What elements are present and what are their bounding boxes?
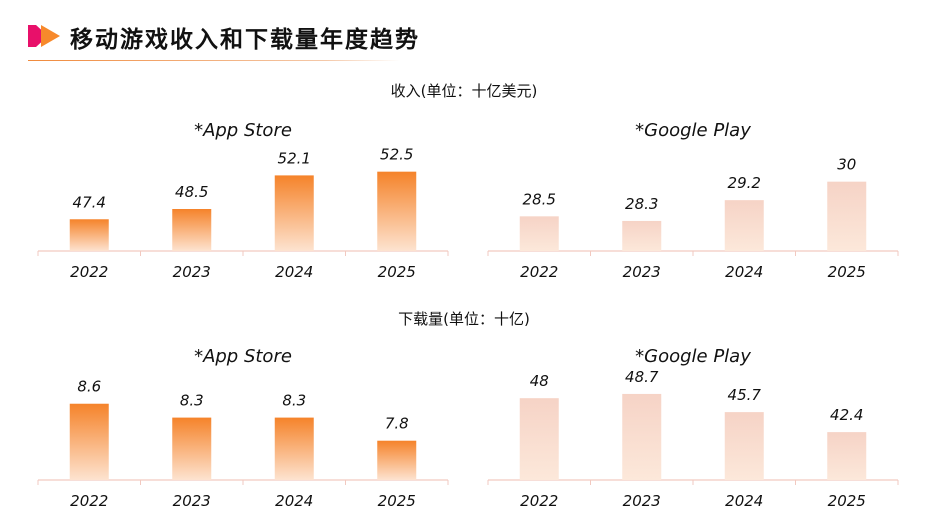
bar-2024 (724, 200, 764, 251)
revenue-section-label: 收入(单位：十亿美元) (390, 82, 538, 100)
x-tick-label: 2022 (520, 492, 558, 510)
bar-2024 (274, 175, 314, 251)
x-tick-label: 2024 (275, 492, 313, 510)
bar-chart-3: *Google Play 48 2022 48.7 2023 45.7 2024 42.4 20… (487, 346, 899, 510)
bar-chart-1: *Google Play 28.5 2022 28.3 2023 29.2 2024 30 20… (487, 120, 899, 281)
title-underline (28, 60, 400, 61)
x-tick-label: 2022 (520, 263, 558, 281)
bar-2024 (274, 417, 314, 480)
x-tick-label: 2025 (378, 263, 416, 281)
chart-subtitle: *App Store (194, 120, 292, 141)
bar-2025 (377, 171, 417, 251)
data-label: 8.6 (77, 378, 101, 396)
data-label: 52.1 (278, 149, 311, 167)
page-title: 移动游戏收入和下载量年度趋势 (70, 27, 420, 53)
bar-2023 (172, 209, 212, 251)
x-tick-label: 2022 (70, 263, 108, 281)
bar-2025 (377, 440, 417, 480)
x-tick-label: 2023 (173, 263, 211, 281)
bar-2025 (827, 181, 867, 251)
data-label: 30 (837, 156, 856, 174)
bar-2023 (622, 220, 662, 251)
data-label: 42.4 (830, 406, 863, 424)
data-label: 48.7 (625, 368, 659, 386)
x-tick-label: 2023 (623, 263, 661, 281)
bar-2022 (519, 216, 559, 251)
bar-2023 (622, 393, 662, 480)
bar-2023 (172, 417, 212, 480)
bar-chart-2: *App Store 8.6 2022 8.3 2023 8.3 2024 7.8 2025 (37, 346, 449, 510)
x-tick-label: 2022 (70, 492, 108, 510)
data-label: 28.3 (625, 195, 658, 213)
chart-subtitle: *Google Play (635, 346, 751, 367)
x-tick-label: 2025 (378, 492, 416, 510)
x-tick-label: 2023 (173, 492, 211, 510)
bar-2025 (827, 432, 867, 480)
data-label: 28.5 (523, 190, 556, 208)
x-tick-label: 2024 (725, 263, 763, 281)
x-tick-label: 2025 (828, 263, 866, 281)
x-tick-label: 2025 (828, 492, 866, 510)
x-tick-label: 2024 (725, 492, 763, 510)
data-label: 48.5 (175, 183, 208, 201)
data-label: 48 (530, 372, 549, 390)
data-label: 8.3 (180, 392, 204, 410)
downloads-section-label: 下载量(单位：十亿) (398, 310, 530, 328)
data-label: 8.3 (282, 392, 306, 410)
bar-2022 (69, 403, 109, 480)
data-label: 52.5 (380, 146, 413, 164)
data-label: 29.2 (728, 174, 761, 192)
bar-2022 (519, 398, 559, 480)
chart-subtitle: *App Store (194, 346, 292, 367)
data-label: 47.4 (73, 193, 106, 211)
bar-2024 (724, 412, 764, 480)
chart-subtitle: *Google Play (635, 120, 751, 141)
data-label: 45.7 (728, 386, 762, 404)
data-label: 7.8 (385, 415, 409, 433)
bar-chart-0: *App Store 47.4 2022 48.5 2023 52.1 2024 52.5 20… (37, 120, 449, 281)
x-tick-label: 2024 (275, 263, 313, 281)
x-tick-label: 2023 (623, 492, 661, 510)
bar-2022 (69, 219, 109, 251)
play-arrows-icon (28, 25, 60, 47)
